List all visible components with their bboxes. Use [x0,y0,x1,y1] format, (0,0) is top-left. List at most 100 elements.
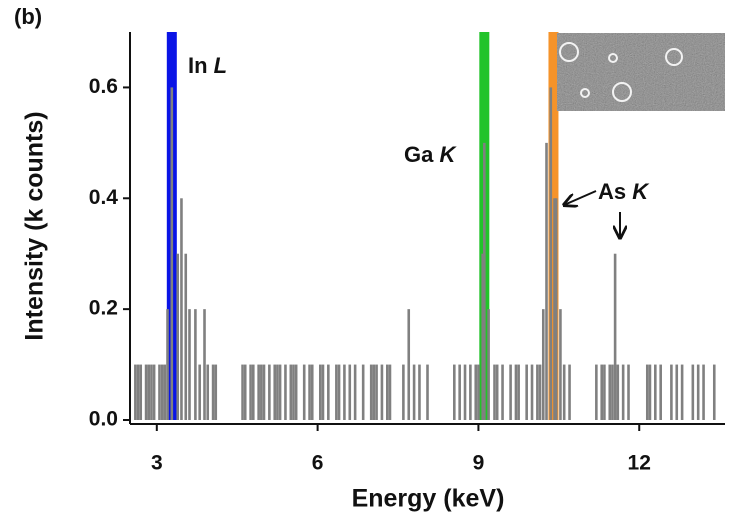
bar [645,364,649,420]
inset-noise [557,33,725,111]
bar [509,364,512,420]
bar [670,364,673,420]
bar [696,364,700,420]
bar [385,364,389,420]
bar [675,364,679,420]
bar [493,364,496,420]
particle [608,53,618,63]
bar [170,87,174,420]
bar [412,364,416,420]
bar [327,364,330,420]
bar [194,309,197,420]
bar [702,364,705,420]
y-tick-label: 0.6 [89,75,118,98]
bar [268,364,271,420]
x-tick-label: 6 [312,452,324,475]
bar [501,364,504,420]
panel-label: (b) [14,4,42,29]
bar [541,309,545,420]
bar [372,364,376,420]
x-tick-label: 3 [151,452,163,475]
bar [659,364,662,420]
bar [139,364,143,420]
particle [559,42,579,62]
bar [318,364,322,420]
y-tick-label: 0.0 [89,408,118,431]
x-axis-title: Energy (keV) [352,485,505,513]
band-label: As K [598,179,650,204]
bar [495,364,499,420]
bar [538,364,542,420]
bar [549,87,553,420]
bar [654,364,657,420]
bar [251,364,255,420]
bar [302,364,306,420]
bar [321,364,325,420]
bar [595,364,598,420]
bar [337,364,341,420]
bar [388,364,392,420]
bar [150,364,153,420]
bar [260,364,263,420]
bar [203,309,206,420]
bar [134,364,137,420]
bar [294,364,298,420]
axes: 0.0 0.2 0.4 0.6 3 6 9 12 [89,32,725,475]
bands [166,32,559,420]
band-label: In L [188,53,227,78]
arrow [564,190,597,205]
bar [481,253,485,420]
y-axis-title: Intensity (k counts) [21,111,49,340]
particle [612,82,632,102]
bar [483,142,486,420]
bar [184,253,188,420]
bar [680,364,684,420]
bar [188,309,191,420]
bar [241,364,244,420]
inset-image [557,33,725,111]
bar [136,364,140,420]
bar [514,364,518,420]
bar [530,364,534,420]
bar [402,364,405,420]
bar [158,364,161,420]
bar [545,142,548,420]
bar [608,364,612,420]
bar [525,364,528,420]
bar [463,364,467,420]
bar [554,198,558,420]
bar [453,364,456,420]
bar [553,198,556,420]
bar [243,364,247,420]
bar [648,364,652,420]
bar [176,253,180,420]
bar [375,364,378,420]
bar [611,364,614,420]
bar [361,364,365,420]
bar [147,364,151,420]
bar [621,364,625,420]
bar [262,364,266,420]
bar [469,364,472,420]
band-label: Ga K [404,142,457,167]
particle [665,48,683,66]
bar [276,364,279,420]
bar [474,364,478,420]
bar [691,364,695,420]
y-tick-label: 0.2 [89,297,118,320]
bar [289,364,293,420]
bar [562,364,566,420]
bar [249,364,252,420]
bar [273,364,277,420]
bar [214,364,218,420]
bar [284,364,287,420]
bar [407,309,411,420]
bar [458,364,461,420]
bar [487,309,490,420]
bar [603,364,606,420]
bar [163,364,167,420]
bar [353,364,357,420]
particle [580,88,590,98]
bar [343,364,346,420]
